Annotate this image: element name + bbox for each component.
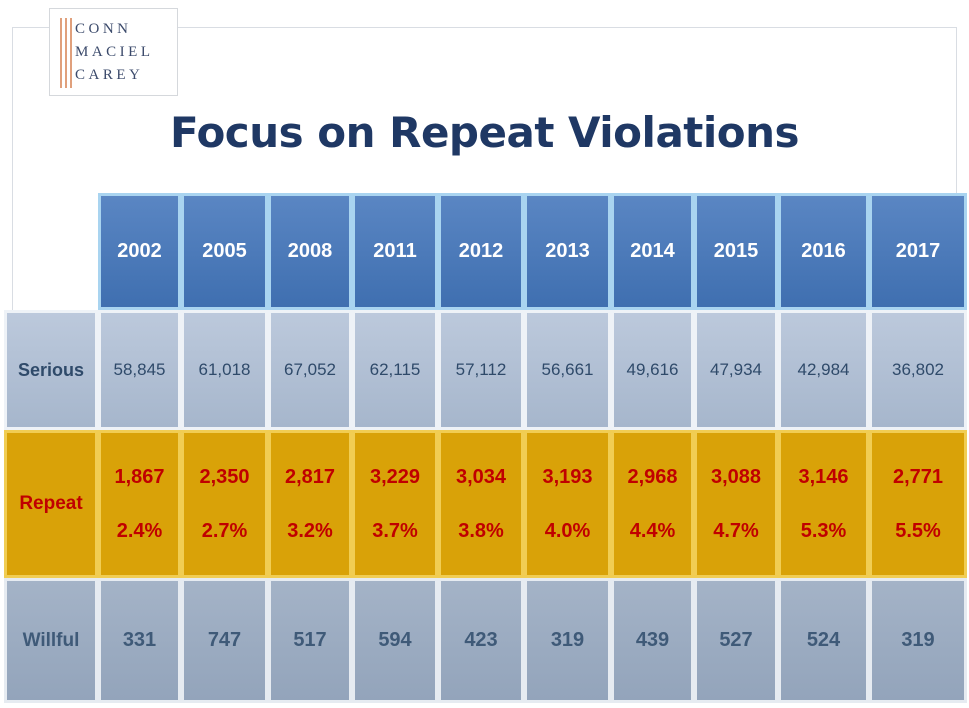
willful-cell: 423 — [438, 578, 524, 703]
year-header-2017: 2017 — [869, 193, 967, 310]
repeat-cell: 2,817 3.2% — [268, 430, 352, 578]
year-header-2015: 2015 — [694, 193, 778, 310]
repeat-cell: 2,350 2.7% — [181, 430, 268, 578]
repeat-percent: 3.2% — [287, 519, 333, 542]
year-header-2011: 2011 — [352, 193, 438, 310]
repeat-percent: 4.7% — [713, 519, 759, 542]
year-header-2014: 2014 — [611, 193, 694, 310]
repeat-percent: 4.0% — [544, 519, 591, 542]
repeat-count: 2,771 — [892, 465, 944, 488]
logo-bars-graphic — [60, 18, 74, 88]
repeat-count: 3,088 — [710, 465, 762, 488]
willful-cell: 594 — [352, 578, 438, 703]
repeat-cell: 3,088 4.7% — [694, 430, 778, 578]
willful-cell: 319 — [524, 578, 611, 703]
year-header-2016: 2016 — [778, 193, 869, 310]
year-header-2008: 2008 — [268, 193, 352, 310]
logo-line-3: CAREY — [75, 67, 144, 83]
repeat-cell: 2,968 4.4% — [611, 430, 694, 578]
willful-cell: 517 — [268, 578, 352, 703]
repeat-cell: 3,034 3.8% — [438, 430, 524, 578]
year-header-2013: 2013 — [524, 193, 611, 310]
serious-cell: 36,802 — [869, 310, 967, 430]
repeat-count: 3,193 — [542, 465, 593, 488]
logo-line-1: CONN — [75, 21, 132, 37]
willful-cell: 527 — [694, 578, 778, 703]
repeat-count: 3,034 — [455, 465, 507, 488]
repeat-percent: 2.4% — [116, 519, 163, 542]
row-label-serious: Serious — [4, 310, 98, 430]
repeat-percent: 2.7% — [201, 519, 248, 542]
willful-cell: 331 — [98, 578, 181, 703]
repeat-percent: 4.4% — [629, 519, 676, 542]
repeat-count: 3,229 — [369, 465, 421, 488]
repeat-cell: 1,867 2.4% — [98, 430, 181, 578]
serious-cell: 49,616 — [611, 310, 694, 430]
willful-cell: 747 — [181, 578, 268, 703]
slide-title: Focus on Repeat Violations — [169, 108, 800, 157]
willful-cell: 524 — [778, 578, 869, 703]
serious-cell: 47,934 — [694, 310, 778, 430]
repeat-cell: 3,146 5.3% — [778, 430, 869, 578]
year-header-2012: 2012 — [438, 193, 524, 310]
repeat-cell: 3,229 3.7% — [352, 430, 438, 578]
repeat-count: 2,817 — [284, 465, 336, 488]
repeat-cell: 2,771 5.5% — [869, 430, 967, 578]
repeat-count: 2,350 — [199, 465, 250, 488]
repeat-percent: 3.8% — [458, 519, 504, 542]
repeat-count: 1,867 — [114, 465, 165, 488]
company-logo: CONN MACIEL CAREY — [49, 8, 178, 96]
repeat-percent: 3.7% — [372, 519, 418, 542]
serious-cell: 42,984 — [778, 310, 869, 430]
logo-line-2: MACIEL — [75, 44, 154, 60]
serious-cell: 56,661 — [524, 310, 611, 430]
repeat-count: 3,146 — [798, 465, 849, 488]
repeat-count: 2,968 — [627, 465, 678, 488]
repeat-percent: 5.5% — [895, 519, 941, 542]
serious-cell: 61,018 — [181, 310, 268, 430]
row-label-repeat: Repeat — [4, 430, 98, 578]
repeat-percent: 5.3% — [800, 519, 847, 542]
serious-cell: 67,052 — [268, 310, 352, 430]
serious-cell: 57,112 — [438, 310, 524, 430]
serious-cell: 62,115 — [352, 310, 438, 430]
repeat-cell: 3,193 4.0% — [524, 430, 611, 578]
willful-cell: 319 — [869, 578, 967, 703]
serious-cell: 58,845 — [98, 310, 181, 430]
year-header-2002: 2002 — [98, 193, 181, 310]
row-label-willful: Willful — [4, 578, 98, 703]
year-header-2005: 2005 — [181, 193, 268, 310]
willful-cell: 439 — [611, 578, 694, 703]
